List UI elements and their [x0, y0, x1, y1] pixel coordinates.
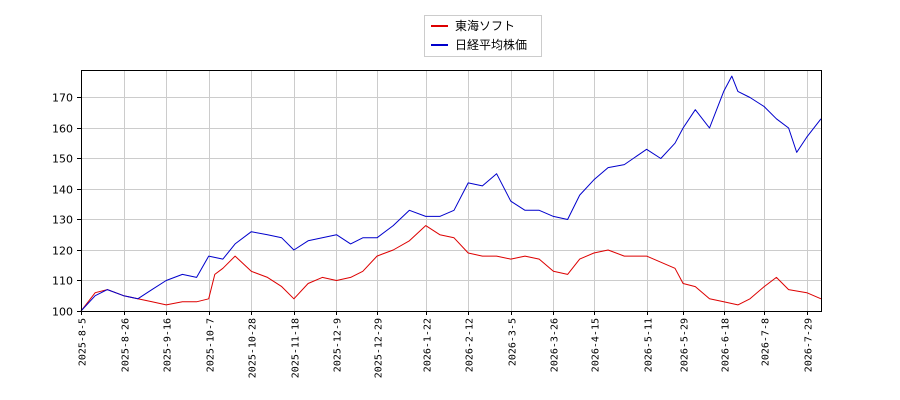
x-tick-label: 2026-7-29 — [804, 318, 815, 372]
x-tick-label: 2025-11-18 — [291, 318, 302, 378]
x-tick-label: 2026-5-29 — [680, 318, 691, 372]
y-tick-label: 110 — [52, 275, 73, 288]
x-tick-label: 2026-2-12 — [465, 318, 476, 372]
x-tick-label: 2026-3-26 — [550, 318, 561, 372]
plot-frame — [81, 70, 822, 312]
series-line-2 — [80, 75, 822, 312]
y-axis-tick-labels: 100 110 120 130 140 150 160 170 — [52, 92, 73, 319]
y-tick-label: 170 — [52, 92, 73, 105]
legend-box — [424, 15, 542, 57]
x-tick-label: 2025-10-28 — [248, 318, 259, 378]
x-tick-label: 2025-9-16 — [163, 318, 174, 372]
x-tick-label: 2025-10-7 — [206, 318, 217, 372]
x-tick-label: 2026-7-8 — [761, 318, 772, 366]
grid-lines — [77, 70, 821, 315]
y-tick-label: 140 — [52, 184, 73, 197]
x-tick-label: 2026-5-11 — [644, 318, 655, 372]
y-tick-label: 160 — [52, 123, 73, 136]
series-lines — [80, 75, 822, 312]
x-tick-label: 2026-6-18 — [721, 318, 732, 372]
x-tick-label: 2026-3-5 — [508, 318, 519, 366]
y-tick-label: 150 — [52, 153, 73, 166]
x-tick-label: 2025-8-26 — [121, 318, 132, 372]
legend-label-series-1: 東海ソフト — [455, 18, 515, 33]
y-tick-label: 100 — [52, 306, 73, 319]
x-axis-tick-labels: 2025-8-5 2025-8-26 2025-9-16 2025-10-7 2025-… — [78, 318, 815, 378]
y-tick-label: 130 — [52, 214, 73, 227]
series-line-1 — [80, 225, 822, 312]
x-tick-label: 2026-1-22 — [423, 318, 434, 372]
x-tick-label: 2025-8-5 — [78, 318, 89, 366]
x-tick-label: 2025-12-9 — [333, 318, 344, 372]
legend: 東海ソフト 日経平均株価 — [424, 15, 542, 57]
y-tick-label: 120 — [52, 245, 73, 258]
x-tick-label: 2025-12-29 — [374, 318, 385, 378]
legend-label-series-2: 日経平均株価 — [455, 37, 527, 52]
x-tick-label: 2026-4-15 — [591, 318, 602, 372]
